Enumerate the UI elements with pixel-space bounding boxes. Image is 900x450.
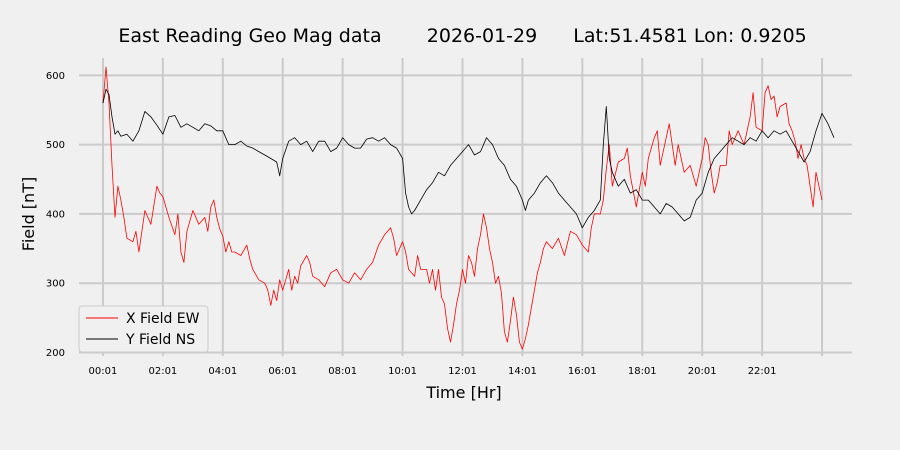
- x-tick-label: 04:01: [208, 366, 237, 377]
- series-line-x-field-ew: [102, 66, 823, 350]
- y-tick-label: 200: [46, 348, 65, 359]
- x-tick-label: 06:01: [268, 366, 297, 377]
- x-tick-label: 18:01: [628, 366, 657, 377]
- y-tick-label: 400: [46, 209, 65, 220]
- chart-title-date: 2026-01-29: [427, 25, 537, 47]
- y-tick-label: 600: [46, 71, 65, 82]
- x-tick-label: 02:01: [148, 366, 177, 377]
- x-tick-label: 14:01: [508, 366, 537, 377]
- chart-title-location: Lat:51.4581 Lon: 0.9205: [573, 25, 807, 47]
- legend-label: X Field EW: [126, 311, 200, 327]
- x-tick-label: 16:01: [568, 366, 597, 377]
- y-axis-label: Field [nT]: [19, 177, 38, 251]
- plot-area: 200 300 400 500 600 00:01 02:01 04:01 06:01 08:01…: [46, 58, 852, 377]
- x-tick-label: 12:01: [448, 366, 477, 377]
- chart-title-station: East Reading Geo Mag data: [118, 25, 381, 47]
- x-tick-label: 22:01: [748, 366, 777, 377]
- x-tick-label: 10:01: [388, 366, 417, 377]
- y-tick-label: 300: [46, 279, 65, 290]
- legend-label: Y Field NS: [125, 332, 195, 348]
- series-line-y-field-ns: [102, 88, 835, 229]
- x-tick-label: 00:01: [89, 366, 118, 377]
- y-tick-label: 500: [46, 140, 65, 151]
- x-axis-label: Time [Hr]: [425, 383, 501, 402]
- x-tick-label: 20:01: [688, 366, 717, 377]
- x-tick-label: 08:01: [328, 366, 357, 377]
